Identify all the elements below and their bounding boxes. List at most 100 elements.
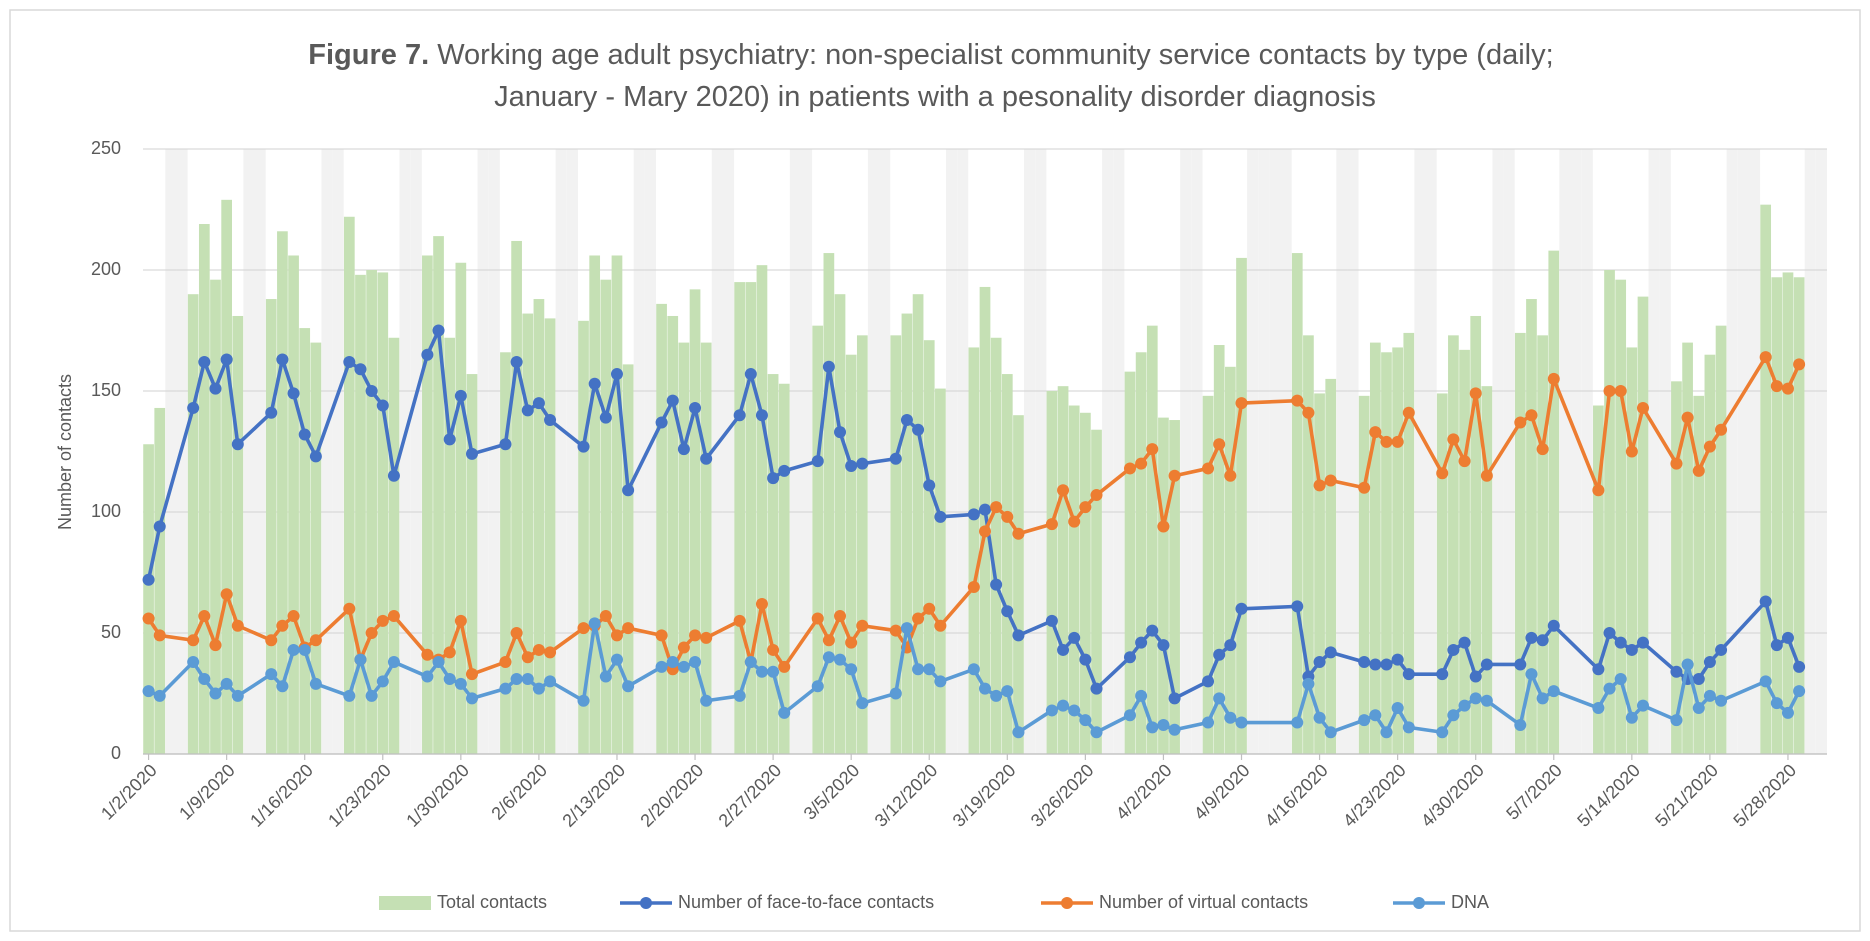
point (1458, 636, 1471, 649)
point (231, 438, 244, 451)
bar (187, 294, 199, 754)
point (1480, 658, 1493, 671)
bar (667, 315, 679, 754)
point (1770, 639, 1783, 652)
point (1636, 636, 1649, 649)
point (376, 399, 389, 412)
bar (455, 262, 467, 754)
point (934, 510, 947, 523)
bar (522, 313, 534, 754)
point (1369, 658, 1382, 671)
point (1703, 656, 1716, 669)
bar (812, 325, 824, 754)
point (655, 660, 668, 673)
point (1146, 443, 1159, 456)
bar (1782, 272, 1794, 754)
point (1224, 639, 1237, 652)
bar (221, 199, 232, 754)
point (142, 612, 155, 625)
point (1369, 709, 1382, 722)
bar (912, 294, 924, 754)
point (365, 385, 378, 397)
bar (1224, 366, 1236, 754)
point (1447, 643, 1460, 656)
point (454, 614, 467, 627)
point (287, 610, 300, 623)
bar (823, 253, 835, 754)
point (142, 685, 155, 698)
point (1079, 653, 1092, 666)
point (298, 428, 311, 441)
point (1168, 692, 1181, 705)
point (1402, 721, 1415, 734)
bar (388, 337, 400, 754)
point (689, 401, 702, 414)
no-data-band (332, 149, 344, 754)
no-data-band (879, 149, 891, 754)
bar (1715, 325, 1727, 754)
point (1447, 709, 1460, 722)
point (532, 643, 545, 656)
bar (622, 364, 634, 754)
point (1536, 692, 1549, 705)
point (1715, 694, 1728, 707)
point (1525, 409, 1538, 422)
bar (778, 383, 790, 754)
point (465, 447, 478, 460)
no-data-band (1258, 149, 1270, 754)
bar (678, 342, 690, 754)
point (532, 682, 545, 695)
point (1770, 380, 1783, 393)
bar (1314, 393, 1325, 754)
point (1123, 709, 1136, 722)
bar (578, 320, 589, 754)
point (1291, 716, 1304, 729)
no-data-band (1570, 149, 1582, 754)
point (365, 627, 378, 639)
point (343, 602, 356, 615)
point (700, 694, 713, 707)
bar (689, 289, 701, 754)
point (421, 648, 434, 661)
point (1146, 721, 1159, 734)
bar (1626, 347, 1638, 754)
point (1302, 677, 1315, 690)
bar (1068, 405, 1080, 754)
point (577, 440, 590, 453)
no-data-band (555, 149, 567, 754)
no-data-band (1648, 149, 1660, 754)
point (979, 682, 991, 695)
bar (1158, 417, 1169, 754)
point (521, 672, 534, 685)
point (1168, 723, 1181, 736)
point (1781, 382, 1794, 395)
point (231, 619, 244, 632)
no-data-band (1748, 149, 1761, 754)
point (287, 387, 300, 400)
point (990, 578, 1003, 591)
bar (198, 224, 210, 754)
legend-label: Number of face-to-face contacts (678, 892, 934, 912)
y-tick-label: 0 (111, 743, 121, 763)
point (1625, 711, 1638, 724)
y-tick-label: 50 (101, 622, 121, 642)
chart-title: Figure 7. Working age adult psychiatry: … (308, 39, 1561, 113)
point (1235, 602, 1248, 615)
legend-swatch (1061, 897, 1073, 909)
point (1703, 689, 1716, 702)
point (544, 675, 557, 688)
bar (422, 255, 433, 755)
point (1447, 433, 1460, 446)
point (343, 689, 356, 702)
point (309, 677, 322, 690)
point (1380, 435, 1393, 448)
point (1057, 484, 1070, 497)
point (343, 355, 356, 368)
point (622, 622, 635, 635)
point (1202, 716, 1215, 729)
point (376, 675, 389, 688)
legend-swatch (1413, 897, 1425, 909)
no-data-band (1102, 149, 1114, 754)
point (1090, 682, 1103, 695)
point (443, 646, 456, 659)
